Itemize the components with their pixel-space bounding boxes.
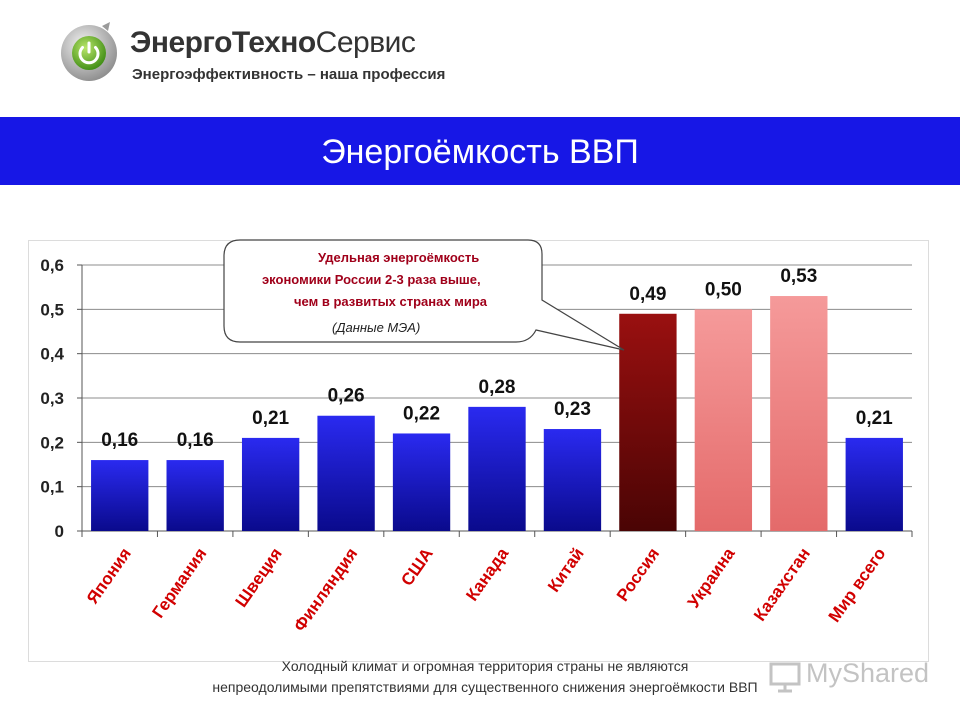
x-tick-label: Мир всего	[825, 544, 890, 625]
x-tick-labels: Япония Германия Швеция Финляндия США Канада Ки…	[83, 544, 890, 635]
x-tick-label: Казахстан	[750, 544, 814, 624]
bar	[166, 460, 224, 531]
data-labels: 0,16 0,16 0,21 0,26 0,22 0,28 0,23 0,49 0,50 0,53…	[101, 266, 893, 451]
x-tick-label: Япония	[83, 544, 135, 607]
bar	[317, 415, 375, 531]
callout-shape	[223, 239, 625, 351]
data-label: 0,16	[177, 430, 214, 451]
presentation-screen-icon	[769, 662, 801, 693]
x-tick-label: Россия	[613, 544, 663, 604]
bar	[770, 296, 828, 531]
data-label: 0,26	[328, 386, 365, 407]
page-title: Энергоёмкость ВВП	[321, 133, 639, 171]
bar	[392, 433, 451, 531]
y-tick-label: 0,4	[40, 345, 64, 364]
data-label: 0,28	[479, 377, 516, 398]
y-tick-label: 0,3	[40, 389, 64, 408]
callout-line-2: экономики России 2-3 раза выше,	[262, 272, 481, 287]
data-label: 0,49	[629, 284, 666, 305]
brand-slogan: Энергоэффективность – наша профессия	[132, 66, 446, 83]
callout-source: (Данные МЭА)	[332, 320, 421, 335]
watermark-text: MyShared	[806, 658, 930, 688]
data-label: 0,53	[780, 266, 817, 287]
data-label: 0,22	[403, 403, 440, 424]
company-logo: ЭнергоТехноСервис Энергоэффективность – …	[58, 18, 458, 88]
y-tick-label: 0,2	[40, 433, 64, 452]
bar	[619, 313, 677, 531]
title-banner: Энергоёмкость ВВП	[0, 117, 960, 185]
callout-line-1: Удельная энергоёмкость	[318, 250, 480, 265]
bar	[91, 460, 149, 531]
bars	[91, 296, 903, 531]
data-label: 0,16	[101, 430, 138, 451]
data-label: 0,50	[705, 279, 742, 300]
caption: Холодный климат и огромная территория ст…	[140, 656, 830, 698]
brand-name: ЭнергоТехноСервис	[130, 26, 416, 59]
x-tick-label: Финляндия	[290, 544, 361, 635]
bar	[694, 309, 753, 531]
y-tick-label: 0,6	[40, 256, 64, 275]
y-tick-label: 0,1	[40, 478, 64, 497]
data-label: 0,21	[252, 408, 289, 429]
data-label: 0,23	[554, 399, 591, 420]
data-label: 0,21	[856, 408, 893, 429]
callout-line-3: чем в развитых странах мира	[294, 294, 487, 309]
x-tick-label: США	[397, 544, 436, 589]
x-tick-label: Украина	[684, 544, 739, 611]
y-tick-label: 0,5	[40, 300, 64, 319]
x-tick-label: Канада	[462, 544, 512, 604]
power-button-icon	[61, 22, 117, 81]
bar	[845, 437, 903, 531]
x-tick-label: Германия	[149, 544, 211, 621]
bar	[543, 429, 602, 531]
bar	[468, 406, 526, 531]
caption-line-2: непреодолимыми препятствиями для существ…	[212, 679, 758, 695]
callout-bubble	[223, 239, 625, 351]
y-tick-label: 0	[55, 522, 64, 541]
watermark: MyShared	[768, 656, 930, 696]
y-tick-labels: 0 0,1 0,2 0,3 0,4 0,5 0,6	[40, 256, 64, 541]
x-tick-label: Китай	[544, 544, 588, 595]
x-tick-label: Швеция	[232, 544, 286, 610]
caption-line-1: Холодный климат и огромная территория ст…	[281, 658, 689, 674]
bar	[241, 437, 300, 531]
